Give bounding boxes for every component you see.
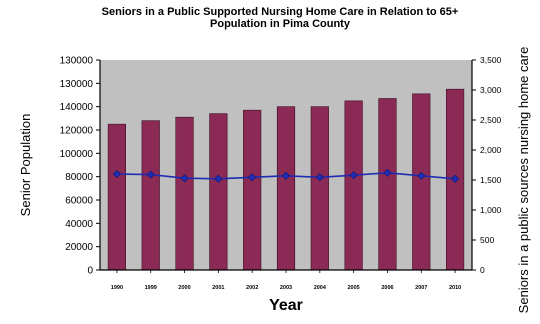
chart-title-line2: Population in Pima County [210, 18, 350, 30]
x-tick-label: 1990 [111, 285, 123, 291]
line-point [315, 173, 324, 182]
x-tick-label: 2005 [348, 285, 360, 291]
x-tick-label: 2001 [212, 285, 224, 291]
bar [107, 123, 127, 271]
x-tick-label: 2004 [314, 285, 327, 291]
line-point [146, 170, 155, 179]
y2-tick-label: 1,000 [480, 205, 502, 215]
bar [209, 113, 228, 271]
x-tick-label: 1999 [145, 285, 157, 291]
x-tick-label: 2002 [246, 285, 258, 291]
y2-tick-label: 2,500 [480, 115, 502, 125]
x-tick-label: 2000 [178, 285, 190, 291]
y-tick-label: 130000 [60, 56, 94, 67]
x-axis-title: Year [269, 297, 303, 314]
line-point [451, 174, 460, 183]
line-point [248, 173, 257, 182]
bar [344, 100, 363, 271]
y-tick-label: 20000 [65, 242, 93, 253]
line-point [281, 171, 291, 180]
line-point [349, 171, 358, 180]
y2-tick-label: 3,000 [480, 85, 502, 95]
y-tick-label: 80000 [65, 172, 93, 183]
y-tick-label: 60000 [65, 196, 93, 207]
bar [175, 116, 194, 271]
y2-axis-title: Seniors in a public sources nursing home… [516, 47, 531, 314]
y2-tick-label: 1,500 [480, 175, 502, 185]
line-point [112, 169, 121, 179]
line-point [180, 174, 189, 183]
line-point [383, 168, 392, 177]
x-tick-label: 2003 [280, 285, 292, 291]
y2-tick-label: 2,000 [480, 145, 502, 155]
y-tick-label: 140000 [60, 102, 94, 113]
bar [243, 109, 262, 271]
y-tick-label: 120000 [60, 126, 94, 137]
bar [141, 120, 160, 271]
y2-tick-label: 0 [480, 265, 485, 275]
y-tick-label: 100000 [60, 149, 94, 160]
bar [276, 106, 296, 271]
x-tick-label: 2007 [415, 285, 427, 291]
bar [412, 93, 431, 271]
y-tick-label: 0 [87, 266, 93, 277]
chart-title: Seniors in a Public Supported Nursing Ho… [60, 6, 500, 30]
x-tick-label: 2006 [381, 285, 393, 291]
bar [310, 106, 329, 271]
x-tick-label: 2010 [449, 285, 461, 291]
y-tick-label: 130000 [60, 79, 94, 90]
line-point [214, 174, 223, 183]
y2-tick-label: 3,500 [480, 55, 502, 65]
y2-tick-label: 500 [480, 235, 494, 245]
chart-title-line1: Seniors in a Public Supported Nursing Ho… [101, 6, 459, 18]
y-tick-label: 40000 [65, 219, 93, 230]
y-axis-title: Senior Population [18, 114, 33, 217]
bar [378, 98, 397, 271]
line-point [417, 171, 426, 180]
